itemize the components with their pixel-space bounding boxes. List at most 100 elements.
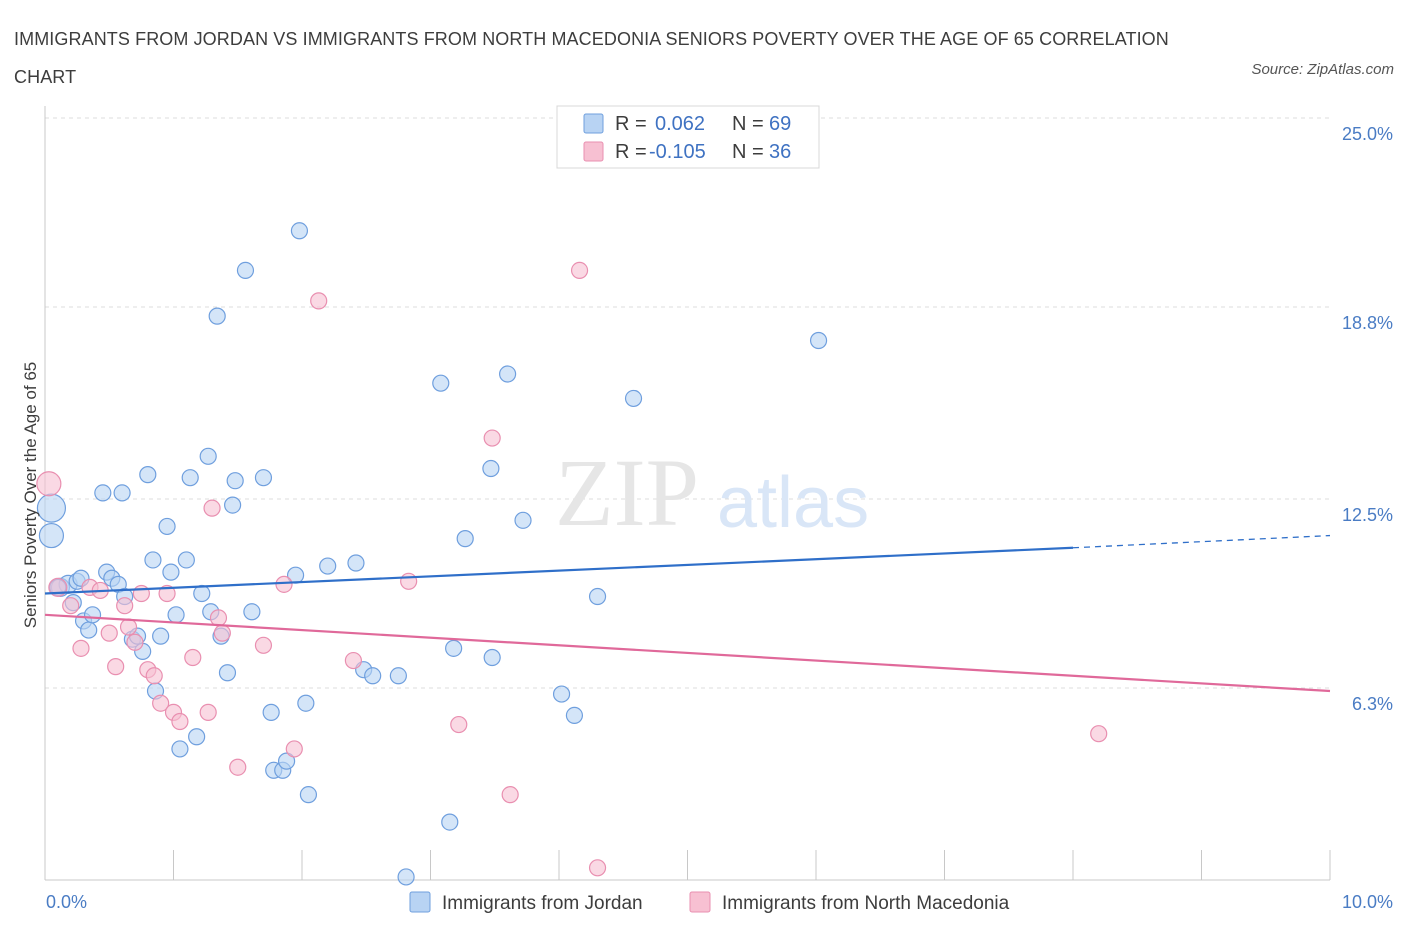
legend-r-value-macedonia: -0.105 — [649, 141, 706, 163]
point-macedonia-26 — [285, 740, 303, 758]
legend-r-value-jordan: 0.062 — [655, 113, 705, 135]
point-macedonia-2 — [62, 597, 80, 615]
point-macedonia-34 — [588, 859, 607, 877]
legend-r-label-jordan: R = — [615, 113, 647, 135]
point-jordan-47 — [297, 694, 315, 712]
point-jordan-14 — [113, 484, 131, 502]
point-macedonia-15 — [158, 584, 176, 603]
point-jordan-35 — [218, 664, 237, 682]
tick-labels: 6.3% 12.5% 18.8% 25.0% 0.0% 10.0% — [46, 124, 1393, 912]
point-jordan-37 — [226, 472, 244, 490]
point-jordan-60 — [483, 648, 501, 667]
y-axis-label: Seniors Poverty Over the Age of 65 — [21, 362, 40, 628]
point-macedonia-31 — [483, 429, 501, 447]
point-jordan-38 — [236, 261, 255, 279]
point-jordan-30 — [193, 584, 211, 603]
point-jordan-58 — [456, 530, 474, 548]
watermark-zip: ZIP — [555, 439, 699, 546]
point-macedonia-24 — [254, 636, 273, 654]
watermark-atlas: atlas — [717, 463, 869, 543]
point-jordan-65 — [588, 587, 607, 606]
point-macedonia-32 — [501, 786, 519, 804]
point-jordan-0 — [38, 522, 65, 549]
point-jordan-62 — [514, 511, 532, 529]
trend-lines — [44, 534, 1331, 693]
legend-swatch-jordan — [583, 113, 604, 134]
point-jordan-36 — [224, 496, 242, 514]
legend-swatch-macedonia — [583, 141, 604, 162]
point-macedonia-14 — [152, 694, 170, 712]
trend-line-macedonia — [44, 613, 1331, 693]
point-jordan-66 — [624, 389, 643, 408]
point-jordan-9 — [83, 606, 102, 624]
point-macedonia-28 — [344, 651, 362, 670]
point-macedonia-35 — [1090, 725, 1108, 743]
point-jordan-67 — [809, 331, 828, 350]
point-jordan-28 — [181, 469, 199, 487]
y-tick-label-1: 12.5% — [1342, 505, 1393, 525]
series-legend: Immigrants from Jordan Immigrants from N… — [409, 891, 1010, 914]
point-jordan-39 — [243, 603, 261, 621]
point-macedonia-17 — [171, 712, 189, 731]
point-jordan-64 — [565, 706, 584, 725]
point-jordan-10 — [94, 484, 112, 502]
point-macedonia-33 — [570, 261, 589, 279]
correlation-legend: R = 0.062 N = 69 R = -0.105 N = 36 — [556, 105, 820, 169]
point-jordan-59 — [482, 459, 500, 478]
point-jordan-1 — [36, 493, 67, 523]
point-macedonia-29 — [400, 572, 418, 590]
legend-n-label-jordan: N = — [732, 113, 764, 135]
y-tick-label-2: 18.8% — [1342, 313, 1393, 333]
point-jordan-61 — [499, 365, 517, 383]
legend-r-label-macedonia: R = — [615, 141, 647, 163]
point-macedonia-20 — [203, 499, 221, 517]
point-jordan-57 — [445, 639, 463, 657]
point-macedonia-8 — [116, 597, 134, 615]
point-jordan-49 — [319, 557, 337, 575]
point-jordan-22 — [152, 627, 170, 645]
y-tick-label-3: 25.0% — [1342, 124, 1393, 144]
series-legend-label-jordan: Immigrants from Jordan — [442, 893, 643, 914]
point-jordan-24 — [162, 563, 180, 581]
point-macedonia-0 — [36, 471, 62, 497]
point-jordan-46 — [290, 222, 309, 240]
point-macedonia-21 — [209, 609, 228, 627]
point-macedonia-9 — [119, 618, 138, 636]
grid-lines — [45, 117, 1330, 689]
trend-line-jordan — [44, 546, 1074, 595]
point-macedonia-7 — [107, 658, 125, 676]
point-jordan-25 — [167, 606, 185, 624]
point-macedonia-6 — [100, 624, 118, 642]
point-macedonia-25 — [275, 575, 293, 593]
point-jordan-52 — [364, 667, 382, 685]
point-macedonia-30 — [450, 715, 468, 734]
point-macedonia-23 — [229, 758, 247, 776]
point-jordan-20 — [144, 551, 162, 569]
chart-source: Source: ZipAtlas.com — [1251, 61, 1394, 78]
point-jordan-63 — [552, 685, 571, 703]
series-legend-swatch-macedonia — [689, 891, 711, 913]
legend-n-value-macedonia: 36 — [769, 141, 791, 163]
point-jordan-55 — [432, 374, 450, 392]
x-tick-label-1: 10.0% — [1342, 892, 1393, 912]
point-jordan-44 — [277, 752, 296, 770]
point-jordan-27 — [177, 551, 195, 569]
point-macedonia-3 — [72, 639, 90, 657]
series-legend-swatch-jordan — [409, 891, 431, 913]
trend-line-jordan-extension — [1072, 534, 1331, 549]
point-macedonia-22 — [213, 624, 231, 642]
point-jordan-29 — [188, 728, 206, 746]
point-macedonia-27 — [310, 292, 328, 310]
point-jordan-23 — [158, 517, 176, 536]
point-jordan-8 — [80, 621, 98, 639]
y-tick-label-0: 6.3% — [1352, 694, 1393, 714]
x-tick-label-0: 0.0% — [46, 892, 87, 912]
point-jordan-19 — [139, 466, 157, 484]
point-macedonia-10 — [126, 633, 144, 651]
point-jordan-31 — [199, 447, 217, 465]
point-jordan-56 — [441, 813, 459, 831]
point-jordan-26 — [171, 740, 189, 758]
point-jordan-40 — [254, 469, 273, 487]
point-jordan-50 — [347, 554, 365, 572]
